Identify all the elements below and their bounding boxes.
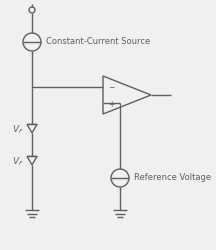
Text: Constant-Current Source: Constant-Current Source: [46, 38, 150, 46]
Text: +: +: [108, 100, 114, 109]
Text: −: −: [108, 83, 114, 92]
Text: $V_F$: $V_F$: [12, 156, 24, 168]
Text: $V_F$: $V_F$: [12, 124, 24, 136]
Text: Reference Voltage: Reference Voltage: [134, 174, 211, 182]
